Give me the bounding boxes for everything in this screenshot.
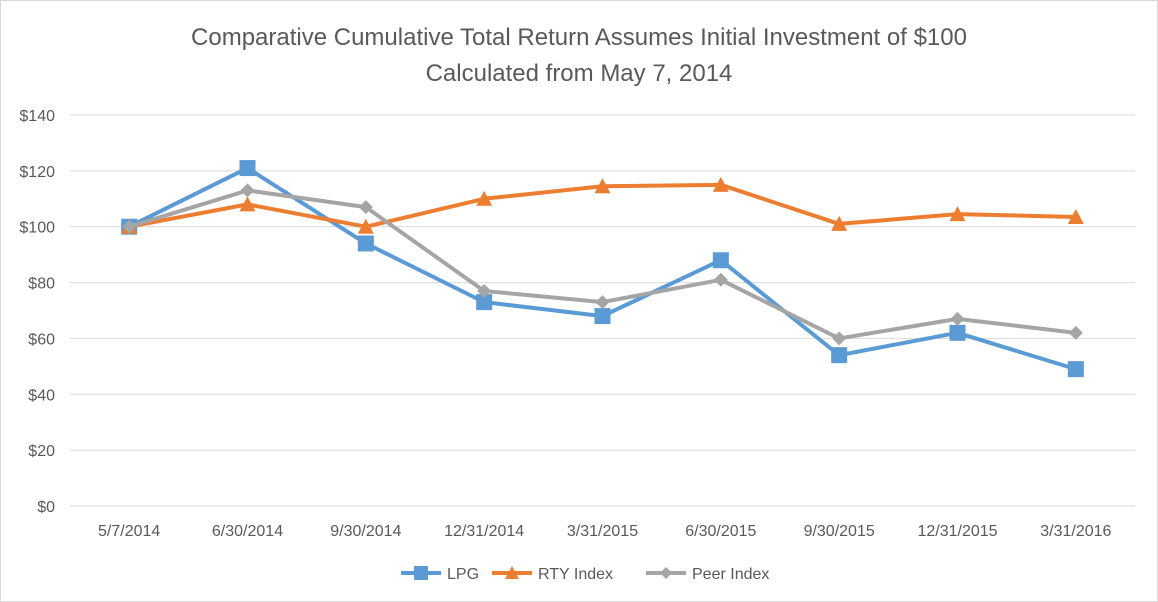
data-point-diamond (950, 311, 965, 326)
series-lpg (121, 160, 1084, 378)
y-axis-ticks: $0 $20 $40 $60 $80 $100 $120 $140 (19, 108, 55, 516)
data-point-triangle (594, 178, 611, 194)
chart-title: Comparative Cumulative Total Return Assu… (191, 24, 967, 51)
legend: LPG RTY Index Peer Index (401, 566, 769, 583)
data-point-square (239, 160, 256, 177)
data-point-triangle (239, 196, 256, 212)
chart-subtitle: Calculated from May 7, 2014 (426, 60, 733, 87)
y-tick-label: $100 (19, 220, 55, 237)
data-point-triangle (712, 176, 729, 192)
data-point-triangle (831, 215, 848, 231)
x-tick-label: 6/30/2014 (212, 523, 283, 540)
legend-item: RTY Index (492, 566, 613, 583)
x-tick-label: 5/7/2014 (98, 523, 160, 540)
data-point-square (594, 308, 611, 325)
data-point-triangle (357, 218, 374, 234)
data-point-diamond (713, 272, 728, 287)
x-tick-label: 9/30/2015 (804, 523, 875, 540)
legend-item: Peer Index (646, 566, 769, 583)
data-point-square (1067, 361, 1084, 378)
data-point-diamond (122, 219, 137, 234)
x-tick-label: 3/31/2016 (1040, 523, 1111, 540)
series-group (121, 160, 1084, 378)
data-point-diamond (660, 567, 672, 579)
data-point-square (414, 566, 428, 580)
data-point-square (712, 252, 729, 269)
series-peer-index (122, 183, 1083, 346)
x-tick-label: 3/31/2015 (567, 523, 638, 540)
data-point-diamond (1068, 325, 1083, 340)
data-point-diamond (240, 183, 255, 198)
legend-label: RTY Index (538, 566, 613, 583)
y-tick-label: $80 (28, 276, 55, 293)
data-point-square (476, 294, 493, 311)
data-point-diamond (477, 283, 492, 298)
y-tick-label: $20 (28, 443, 55, 460)
data-point-diamond (595, 295, 610, 310)
x-tick-label: 12/31/2014 (444, 523, 524, 540)
legend-label: LPG (447, 566, 479, 583)
data-point-square (949, 324, 966, 341)
x-tick-label: 9/30/2014 (330, 523, 401, 540)
y-tick-label: $140 (19, 108, 55, 125)
data-point-triangle (505, 566, 519, 579)
data-point-square (357, 235, 374, 252)
data-point-diamond (832, 331, 847, 346)
x-tick-label: 12/31/2015 (917, 523, 997, 540)
data-point-triangle (1067, 208, 1084, 224)
data-point-triangle (949, 206, 966, 222)
y-tick-label: $40 (28, 387, 55, 404)
legend-item: LPG (401, 566, 479, 583)
y-tick-label: $0 (37, 499, 55, 516)
data-point-triangle (476, 190, 493, 206)
y-tick-label: $60 (28, 331, 55, 348)
legend-label: Peer Index (692, 566, 769, 583)
x-tick-label: 6/30/2015 (685, 523, 756, 540)
series-line (128, 166, 1077, 372)
data-point-square (831, 347, 848, 364)
data-point-diamond (358, 200, 373, 215)
series-rty-index (121, 176, 1084, 234)
y-tick-label: $120 (19, 164, 55, 181)
x-axis-ticks: 5/7/2014 6/30/2014 9/30/2014 12/31/2014 3/31… (98, 523, 1111, 540)
